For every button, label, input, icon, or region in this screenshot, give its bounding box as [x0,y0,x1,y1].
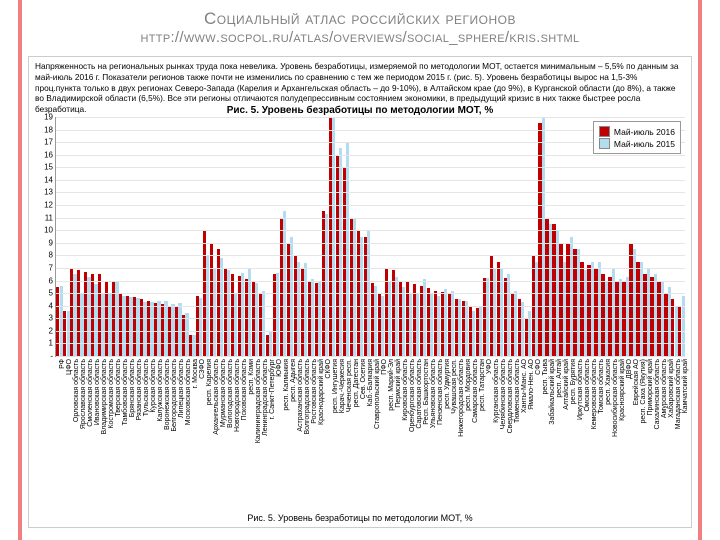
content-panel: Напряженность на региональных рынках тру… [28,56,692,528]
title-block: Социальный атлас российских регионов htt… [0,8,720,48]
chart-title: Рис. 5. Уровень безработицы по методолог… [29,105,691,116]
category [196,117,203,356]
category [329,117,336,356]
category [98,117,105,356]
category [364,117,371,356]
title-line2: http://www.socpol.ru/atlas/overviews/soc… [0,29,720,48]
category [238,117,245,356]
category [559,117,566,356]
category [524,117,531,356]
category [147,117,154,356]
category [580,117,587,356]
category [433,117,440,356]
category [391,117,398,356]
caption: Рис. 5. Уровень безработицы по методолог… [29,513,691,523]
category [343,117,350,356]
category [77,117,84,356]
legend: Май-июль 2016 Май-июль 2015 [593,121,681,154]
x-label: Камчатский край [682,359,689,413]
category [280,117,287,356]
category [133,117,140,356]
category [315,117,322,356]
category [489,117,496,356]
category [398,117,405,356]
category [510,117,517,356]
category [447,117,454,356]
category [475,117,482,356]
category [231,117,238,356]
legend-swatch-1 [599,126,610,137]
category [182,117,189,356]
category [161,117,168,356]
category [308,117,315,356]
category [56,117,63,356]
title-line1: Социальный атлас российских регионов [0,8,720,29]
bar-2015 [682,296,685,356]
category [384,117,391,356]
category [203,117,210,356]
category [175,117,182,356]
category [371,117,378,356]
category [168,117,175,356]
category [454,117,461,356]
category [350,117,357,356]
category [419,117,426,356]
x-labels: РФЦФООрловская областьЯрославская област… [55,359,685,509]
category [140,117,147,356]
chart-area: -12345678910111213141516171819 [55,117,685,357]
category [105,117,112,356]
category [301,117,308,356]
category [294,117,301,356]
category [545,117,552,356]
category [189,117,196,356]
category [566,117,573,356]
category [461,117,468,356]
category [426,117,433,356]
category [357,117,364,356]
category [412,117,419,356]
category [496,117,503,356]
category [70,117,77,356]
category [517,117,524,356]
category [377,117,384,356]
category [119,117,126,356]
category [287,117,294,356]
category [63,117,70,356]
category [322,117,329,356]
category [336,117,343,356]
category [266,117,273,356]
decor-stripe-right [698,0,702,540]
category [91,117,98,356]
legend-swatch-2 [599,138,610,149]
category [224,117,231,356]
category [273,117,280,356]
category [217,117,224,356]
bars-container [56,117,685,356]
decor-stripe-left [18,0,22,540]
legend-label-1: Май-июль 2016 [614,127,675,137]
plot-area: -12345678910111213141516171819 [55,117,685,357]
category [468,117,475,356]
category [573,117,580,356]
category [552,117,559,356]
category [210,117,217,356]
category [405,117,412,356]
slide: Социальный атлас российских регионов htt… [0,0,720,540]
category [126,117,133,356]
category [154,117,161,356]
category [259,117,266,356]
category [482,117,489,356]
category [538,117,545,356]
category [252,117,259,356]
legend-label-2: Май-июль 2015 [614,139,675,149]
category [503,117,510,356]
category [440,117,447,356]
category [245,117,252,356]
category [112,117,119,356]
category [531,117,538,356]
category [84,117,91,356]
